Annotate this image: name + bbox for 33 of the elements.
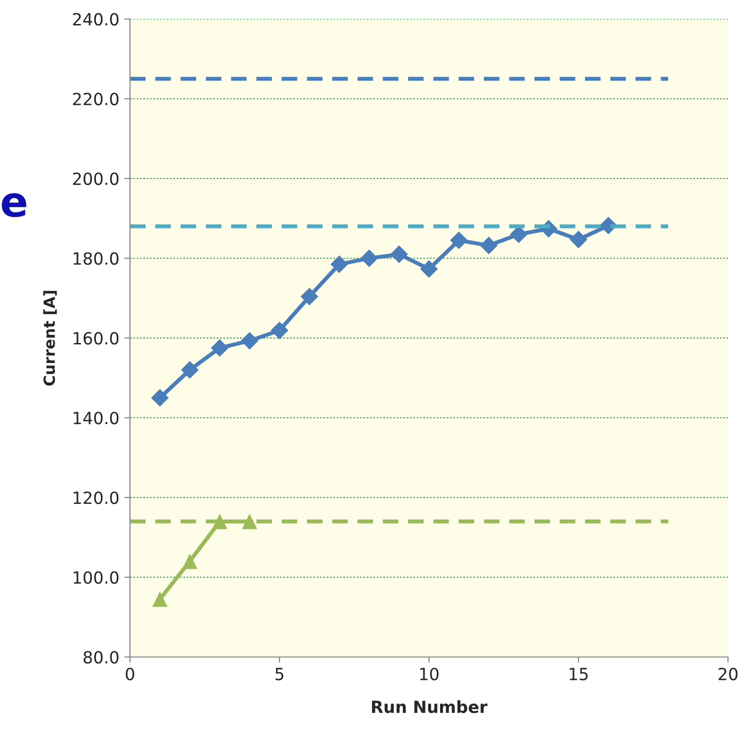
y-tick-label: 140.0 [74, 412, 118, 424]
y-tick-label: 80.0 [84, 650, 118, 664]
x-tick-label: 15 [570, 668, 588, 680]
point [151, 388, 169, 407]
y-tick-label: 200.0 [73, 172, 118, 186]
y-tick-label: 120.0 [74, 491, 118, 504]
point [300, 288, 318, 306]
y-tick-label: 220.0 [73, 92, 118, 106]
y-tick-label: 100.0 [74, 571, 118, 584]
point [570, 230, 588, 248]
point [270, 322, 288, 340]
point [242, 514, 258, 530]
point [360, 249, 378, 268]
x-tick-label: 0 [126, 668, 134, 680]
point [152, 592, 168, 607]
y-tick-label: 160.0 [74, 332, 118, 345]
point [240, 332, 258, 350]
point [330, 255, 348, 274]
point [390, 245, 408, 264]
x-tick-label: 20 [718, 668, 738, 680]
point [450, 231, 468, 250]
point [182, 554, 198, 569]
point [480, 236, 498, 254]
y-axis-title: Current [A] [43, 290, 57, 386]
text: e [2, 193, 26, 218]
y-tick-label: 180.0 [74, 252, 118, 265]
x-axis-title: Run Number [372, 700, 488, 714]
y-tick-label: 240.0 [73, 12, 118, 26]
point [420, 260, 438, 278]
point [210, 339, 229, 357]
point [180, 361, 199, 379]
x-tick-label: 10 [420, 668, 438, 680]
x-tick-label: 5 [275, 668, 284, 680]
